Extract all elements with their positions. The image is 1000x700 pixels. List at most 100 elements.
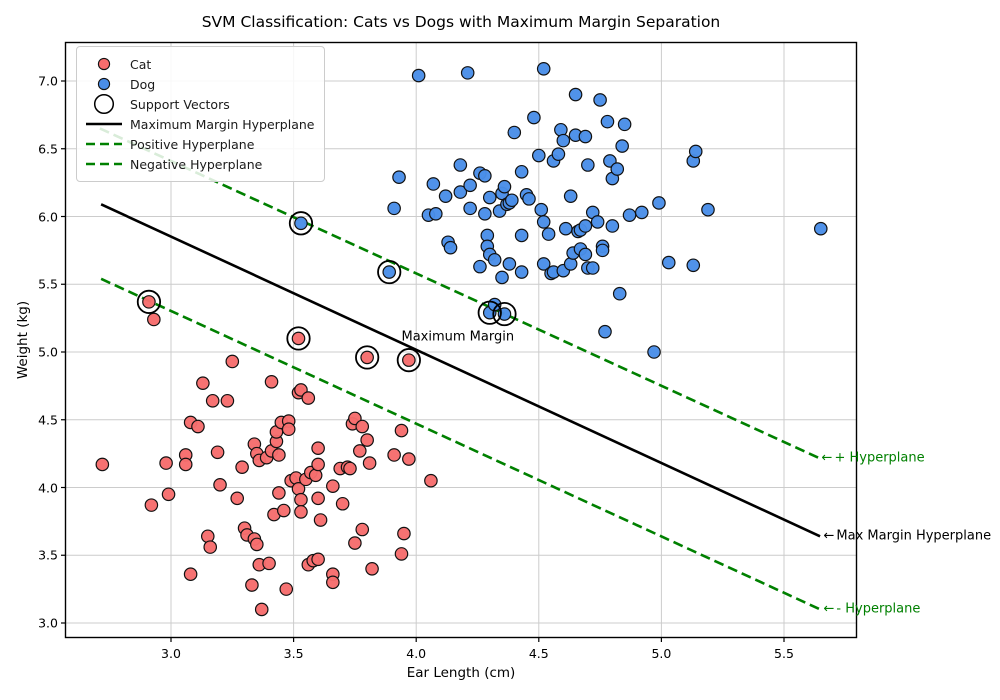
data-point-cat bbox=[348, 536, 362, 550]
data-point-cat bbox=[326, 479, 340, 493]
annotation-text: Max Margin Hyperplane bbox=[836, 528, 992, 544]
data-point-dog bbox=[813, 221, 828, 236]
data-point-cat bbox=[205, 393, 220, 408]
data-point-dog bbox=[487, 253, 502, 267]
data-point-cat bbox=[355, 522, 370, 537]
data-point-cat bbox=[362, 456, 377, 470]
data-point-dog bbox=[482, 190, 497, 205]
data-point-dog bbox=[556, 133, 571, 148]
data-point-cat bbox=[142, 295, 156, 309]
annotation-arrow-icon: ← bbox=[821, 450, 833, 466]
data-point-cat bbox=[235, 460, 249, 474]
annotation--hyperplane: ← - Hyperplane bbox=[824, 602, 921, 617]
data-point-dog bbox=[411, 68, 426, 83]
data-point-dog bbox=[610, 162, 625, 176]
data-point-dog bbox=[578, 247, 593, 262]
data-point-cat bbox=[220, 393, 235, 408]
data-point-cat bbox=[311, 457, 325, 472]
data-point-dog bbox=[429, 206, 443, 221]
x-tick-label: 4.0 bbox=[406, 646, 427, 661]
data-point-dog bbox=[478, 206, 492, 221]
legend-label: Negative Hyperplane bbox=[130, 156, 263, 172]
data-point-cat bbox=[183, 567, 198, 582]
support-vector-ring bbox=[355, 345, 380, 370]
line-sample-icon bbox=[84, 119, 124, 129]
line-sample-icon bbox=[84, 159, 124, 169]
data-point-dog bbox=[536, 215, 551, 229]
data-point-dog bbox=[701, 202, 715, 217]
data-point-dog bbox=[581, 158, 595, 172]
support-vector-ring bbox=[377, 259, 402, 285]
data-point-dog bbox=[507, 125, 522, 140]
data-point-dog bbox=[585, 261, 600, 275]
support-vector-ring bbox=[136, 289, 162, 314]
data-point-dog bbox=[541, 227, 556, 241]
data-point-dog bbox=[514, 164, 529, 179]
data-point-cat bbox=[291, 331, 306, 346]
data-point-cat bbox=[254, 602, 269, 617]
support-vector-ring bbox=[288, 211, 314, 236]
data-point-cat bbox=[250, 537, 264, 552]
x-tick-label: 5.0 bbox=[651, 646, 672, 661]
data-point-cat bbox=[264, 375, 279, 389]
data-point-dog bbox=[527, 110, 541, 125]
support-vector-ring-icon bbox=[84, 93, 124, 115]
data-point-cat bbox=[394, 423, 409, 438]
x-tick-label: 3.5 bbox=[283, 646, 304, 661]
data-point-cat bbox=[343, 461, 357, 476]
data-point-cat bbox=[326, 575, 340, 590]
data-point-cat bbox=[159, 456, 173, 470]
legend-item-support-vectors: Support Vectors bbox=[84, 93, 314, 115]
data-point-dog bbox=[536, 257, 551, 271]
data-point-dog bbox=[473, 259, 487, 274]
data-point-cat bbox=[311, 491, 325, 506]
support-vector-ring bbox=[286, 326, 311, 351]
data-point-cat bbox=[311, 441, 325, 456]
data-point-dog bbox=[505, 193, 519, 208]
data-point-dog bbox=[593, 93, 607, 107]
data-point-cat bbox=[360, 350, 374, 365]
legend-item-dog: Dog bbox=[84, 74, 314, 94]
line-sample-icon bbox=[84, 139, 124, 149]
plot-spine bbox=[64, 41, 858, 639]
data-point-dog bbox=[514, 265, 529, 279]
annotation-max-margin-hyperplane: ← Max Margin Hyperplane bbox=[824, 529, 992, 544]
data-point-dog bbox=[531, 148, 546, 163]
data-point-dog bbox=[426, 177, 441, 191]
data-point-cat bbox=[203, 540, 218, 554]
x-tick-label: 4.5 bbox=[528, 646, 549, 661]
data-point-cat bbox=[424, 473, 438, 488]
legend-label: Dog bbox=[130, 76, 156, 92]
y-tick-label: 5.0 bbox=[38, 344, 58, 360]
data-point-dog bbox=[568, 87, 583, 102]
annotation-maximum-margin: Maximum Margin bbox=[401, 330, 514, 345]
data-point-dog bbox=[612, 286, 627, 301]
data-point-cat bbox=[225, 354, 240, 369]
data-point-cat bbox=[191, 419, 205, 434]
data-point-dog bbox=[478, 169, 492, 183]
data-point-dog bbox=[460, 66, 475, 80]
dog-marker-icon bbox=[84, 76, 124, 92]
data-point-dog bbox=[522, 192, 536, 206]
data-point-cat bbox=[402, 452, 416, 466]
y-tick-label: 5.5 bbox=[38, 276, 58, 292]
data-point-dog bbox=[495, 270, 509, 285]
cat-marker-icon bbox=[84, 56, 124, 72]
data-point-dog bbox=[615, 139, 629, 153]
data-point-dog bbox=[392, 170, 406, 185]
data-point-dog bbox=[661, 255, 676, 270]
data-point-dog bbox=[578, 129, 593, 144]
data-point-dog bbox=[600, 114, 615, 129]
data-point-dog bbox=[382, 265, 397, 279]
data-point-cat bbox=[281, 422, 296, 437]
legend-label: Cat bbox=[130, 56, 152, 72]
data-point-cat bbox=[213, 477, 227, 492]
annotation-text: + Hyperplane bbox=[834, 450, 925, 466]
data-point-cat bbox=[147, 312, 161, 327]
data-point-dog bbox=[534, 202, 549, 217]
y-tick-label: 7.0 bbox=[38, 73, 58, 89]
data-point-cat bbox=[335, 496, 350, 511]
data-point-dog bbox=[634, 205, 649, 220]
data-point-cat bbox=[402, 353, 416, 367]
data-point-dog bbox=[453, 185, 468, 199]
